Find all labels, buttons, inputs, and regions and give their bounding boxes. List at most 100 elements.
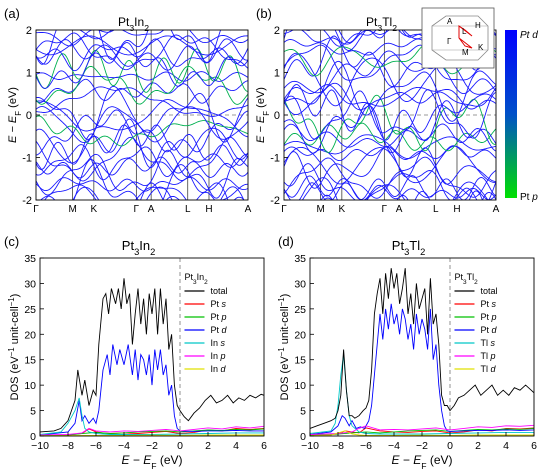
dos-panel-title: Pt3In2: [122, 238, 156, 257]
band-line: [284, 146, 496, 189]
k-point-label: M: [317, 204, 325, 215]
band-line: [36, 115, 248, 147]
legend-entry: Pt d: [210, 325, 227, 335]
band-line: [284, 52, 496, 107]
bz-point-M: M: [462, 48, 469, 57]
colorbar-gradient: [505, 30, 517, 198]
legend-title: Pt3In2: [184, 272, 208, 286]
x-tick-label: 6: [261, 440, 267, 452]
band-line: [36, 38, 248, 72]
brillouin-zone-inset: A L H Γ M K: [421, 7, 495, 69]
dos-x-axis-label: E − EF (eV): [122, 453, 183, 471]
legend-title: Pt3Tl2: [454, 272, 478, 286]
dos-series-in-d: [39, 434, 264, 437]
y-tick-label: -1: [22, 153, 32, 165]
x-tick-label: −6: [360, 440, 372, 452]
band-line: [36, 65, 248, 105]
x-tick-label: −10: [301, 440, 319, 452]
x-tick-label: 4: [233, 440, 239, 452]
band-line: [36, 176, 248, 192]
dos-series-pt-d: [39, 344, 264, 436]
bz-point-K: K: [478, 43, 484, 52]
y-tick-label: 0: [300, 431, 306, 443]
legend-entry: In d: [210, 364, 226, 374]
legend-entry: Pt d: [480, 325, 497, 335]
legend-entry: total: [480, 286, 497, 296]
band-panel-title: Pt3Tl2: [366, 15, 397, 33]
band-line: [36, 144, 248, 181]
band-y-axis-label: E − EF (eV): [255, 87, 271, 143]
band-line: [36, 30, 222, 65]
band-line: [36, 99, 248, 138]
x-tick-label: 0: [447, 440, 453, 452]
dos-series-total: [39, 278, 265, 433]
band-line: [44, 183, 248, 200]
y-tick-label: 0: [30, 431, 36, 443]
band-y-axis-label: E − EF (eV): [7, 87, 23, 143]
k-point-label: A: [148, 204, 155, 215]
dos-series-pt-p: [39, 428, 265, 436]
y-tick-label: -2: [270, 195, 280, 207]
band-line: [284, 60, 496, 122]
x-tick-label: −4: [388, 440, 400, 452]
k-point-label: L: [185, 204, 191, 215]
k-point-label: H: [205, 204, 212, 215]
band-line: [36, 85, 248, 143]
k-point-label: L: [433, 204, 439, 215]
x-tick-label: −6: [90, 440, 102, 452]
y-tick-label: 25: [294, 304, 306, 316]
legend-entry: Tl s: [480, 338, 495, 348]
band-line: [284, 84, 496, 141]
y-tick-label: 5: [30, 406, 36, 418]
y-tick-label: 15: [294, 355, 306, 367]
colorbar-bottom-label: Pt p: [520, 192, 538, 203]
dos-series-in-p: [39, 425, 265, 436]
y-tick-label: 20: [294, 329, 306, 341]
k-point-label: K: [339, 204, 346, 215]
dos-plot-frame: [309, 257, 535, 437]
band-line: [284, 82, 496, 116]
k-point-label: M: [69, 204, 77, 215]
y-tick-label: 20: [24, 329, 36, 341]
legend-entry: Pt p: [210, 312, 226, 322]
y-tick-label: -2: [22, 195, 32, 207]
band-line: [165, 191, 245, 200]
band-line: [36, 109, 248, 156]
band-line: [284, 145, 496, 185]
k-point-label: A: [245, 204, 252, 215]
dos-plot-frame: [39, 257, 265, 437]
band-line: [284, 182, 496, 200]
x-tick-label: 2: [475, 440, 481, 452]
y-tick-label: 15: [24, 355, 36, 367]
band-line: [40, 159, 229, 200]
y-tick-label: 30: [294, 278, 306, 290]
x-tick-label: −2: [416, 440, 428, 452]
band-line: [36, 48, 248, 93]
band-line: [36, 71, 248, 82]
colorbar-top-label: Pt d: [520, 30, 538, 41]
k-point-label: H: [453, 204, 460, 215]
x-tick-label: 4: [503, 440, 509, 452]
x-tick-label: −10: [31, 440, 49, 452]
panel-label-c: (c): [4, 234, 19, 249]
band-line: [36, 38, 248, 71]
band-panel-title: Pt3In2: [118, 15, 149, 33]
dos-x-axis-label: E − EF (eV): [392, 453, 453, 471]
y-tick-label: 35: [294, 253, 306, 265]
k-point-label: Γ: [281, 204, 287, 215]
bz-point-Gamma: Γ: [447, 37, 452, 46]
x-tick-label: 6: [531, 440, 537, 452]
bz-point-A: A: [447, 17, 453, 26]
band-line: [36, 78, 248, 104]
k-point-label: Γ: [134, 204, 140, 215]
panel-label-d: (d): [278, 234, 294, 249]
x-tick-label: 0: [177, 440, 183, 452]
band-line: [284, 156, 496, 199]
band-line: [284, 94, 496, 153]
band-line: [140, 182, 164, 200]
band-line: [36, 42, 248, 89]
colorbar: Pt d Pt p: [505, 30, 538, 203]
bz-point-H: H: [475, 21, 481, 30]
